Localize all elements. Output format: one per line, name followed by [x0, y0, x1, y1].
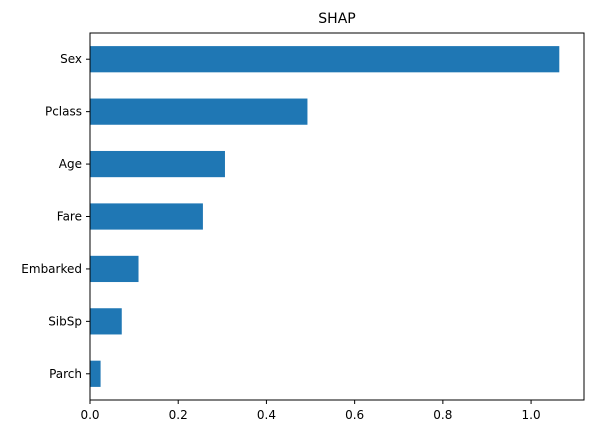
bar-sex	[90, 46, 560, 73]
y-tick-label: Sex	[60, 52, 82, 66]
y-tick-label: Embarked	[21, 262, 82, 276]
bars-group	[90, 46, 560, 387]
bar-sibsp	[90, 308, 122, 335]
x-tick-label: 0.6	[345, 408, 364, 422]
y-tick-label: Parch	[49, 367, 82, 381]
y-axis-ticks: Sex Pclass Age Fare Embarked SibSp Parch	[21, 52, 90, 381]
x-tick-label: 0.4	[257, 408, 276, 422]
x-tick-label: 0.2	[169, 408, 188, 422]
bar-parch	[90, 360, 101, 387]
x-tick-label: 0.0	[80, 408, 99, 422]
y-tick-label: Age	[59, 157, 82, 171]
bar-age	[90, 150, 225, 178]
x-axis-ticks: 0.0 0.2 0.4 0.6 0.8 1.0	[80, 400, 541, 422]
bar-pclass	[90, 98, 308, 125]
bar-fare	[90, 203, 203, 230]
x-tick-label: 0.8	[433, 408, 452, 422]
y-tick-label: SibSp	[48, 314, 82, 328]
y-tick-label: Pclass	[45, 105, 82, 119]
chart-title: SHAP	[318, 11, 355, 27]
plot-frame	[89, 32, 585, 401]
x-tick-label: 1.0	[522, 408, 541, 422]
bar-embarked	[90, 255, 139, 283]
y-tick-label: Fare	[57, 210, 82, 224]
